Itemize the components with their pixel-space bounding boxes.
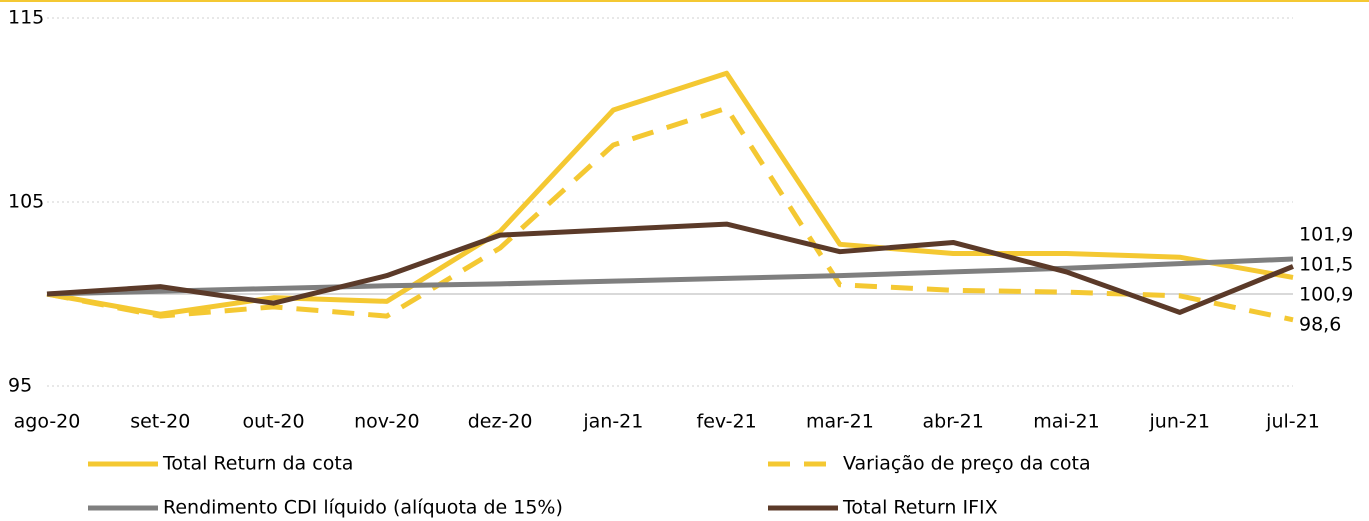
x-tick-label: ago-20 xyxy=(14,411,81,433)
series-line xyxy=(46,221,1294,315)
top-border xyxy=(0,0,1369,2)
data-label: 101,5 xyxy=(1299,254,1353,276)
data-label: 100,9 xyxy=(1299,284,1353,306)
legend-label: Variação de preço da cota xyxy=(843,453,1091,475)
x-tick-label: fev-21 xyxy=(697,411,757,433)
y-tick-label: 105 xyxy=(8,191,44,213)
series-line xyxy=(46,105,1294,323)
x-tick-label: abr-21 xyxy=(923,411,984,433)
x-tick-label: jan-21 xyxy=(582,411,643,433)
legend-label: Rendimento CDI líquido (alíquota de 15%) xyxy=(163,497,563,519)
data-label: 98,6 xyxy=(1299,314,1341,336)
x-tick-label: jun-21 xyxy=(1149,411,1210,433)
x-tick-label: dez-20 xyxy=(468,411,533,433)
x-tick-label: mai-21 xyxy=(1033,411,1099,433)
x-tick-label: mar-21 xyxy=(806,411,874,433)
data-label: 101,9 xyxy=(1299,224,1353,246)
x-tick-label: nov-20 xyxy=(354,411,419,433)
y-tick-label: 95 xyxy=(8,375,32,397)
legend-label: Total Return da cota xyxy=(162,453,353,475)
series-line xyxy=(46,256,1294,297)
x-tick-label: out-20 xyxy=(242,411,304,433)
x-tick-label: jul-21 xyxy=(1265,411,1320,433)
legend-label: Total Return IFIX xyxy=(842,497,998,519)
y-tick-label: 115 xyxy=(8,7,44,29)
x-tick-label: set-20 xyxy=(130,411,190,433)
